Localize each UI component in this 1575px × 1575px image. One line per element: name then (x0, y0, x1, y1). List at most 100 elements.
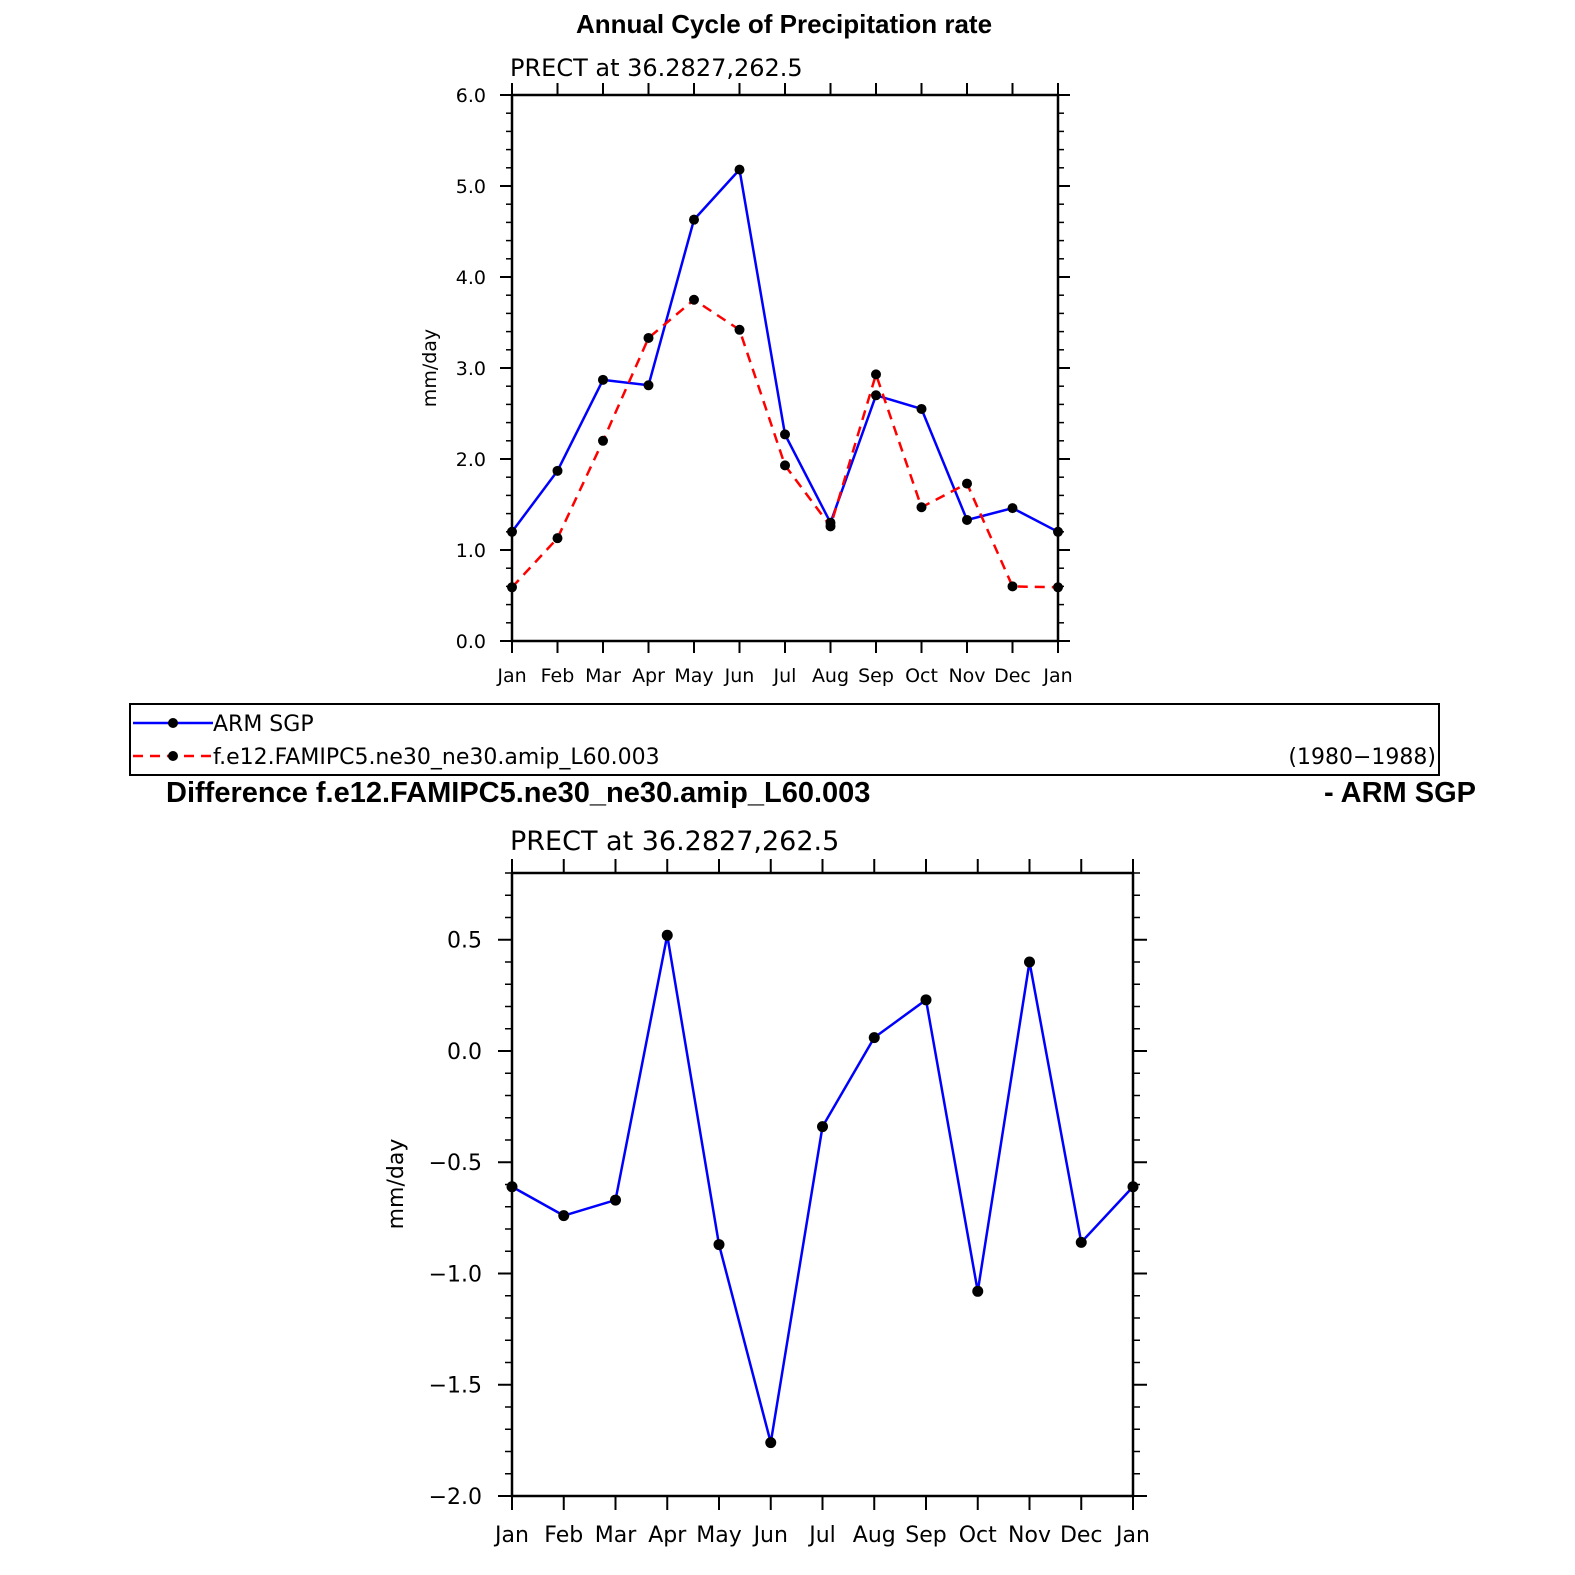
series-1-point (507, 582, 517, 593)
y-tick-label: 4.0 (456, 267, 486, 289)
series-1-point (1053, 582, 1063, 593)
series-0-point (1127, 1181, 1139, 1193)
series-1-point (962, 478, 972, 489)
series-0-point (689, 214, 699, 225)
series-1-point (689, 294, 699, 305)
x-tick-label: May (696, 1523, 741, 1548)
x-tick-label: Jul (807, 1523, 836, 1548)
x-tick-label: Nov (948, 665, 985, 687)
series-0-point (610, 1194, 621, 1206)
x-tick-label: Dec (1060, 1523, 1103, 1548)
x-tick-label: Sep (905, 1523, 946, 1548)
x-tick-label: Aug (853, 1523, 896, 1548)
chart1-title: Annual Cycle of Precipitation rate (576, 9, 992, 39)
series-0-point (713, 1239, 725, 1251)
chart2-series (506, 929, 1139, 1449)
chart1-plot-frame (510, 93, 1060, 643)
series-0-point (962, 514, 972, 525)
y-tick-label: 5.0 (456, 176, 486, 198)
x-tick-label: Jan (493, 1523, 529, 1548)
series-0-point (734, 164, 745, 175)
x-tick-label: Sep (858, 665, 894, 687)
series-1-point (871, 369, 881, 380)
series-0-point (506, 1181, 518, 1193)
x-tick-label: Feb (541, 665, 575, 687)
x-tick-label: Jul (773, 665, 797, 687)
series-1-point (825, 521, 836, 532)
annual-cycle-chart: Annual Cycle of Precipitation rate PRECT… (419, 9, 1073, 687)
series-0-point (507, 526, 517, 537)
x-tick-label: Jun (724, 665, 755, 687)
series-1-point (643, 332, 654, 343)
legend-box (129, 703, 1440, 776)
x-tick-label: Jan (1114, 1523, 1150, 1548)
y-tick-label: −2.0 (429, 1485, 482, 1510)
legend-marker-model (168, 751, 178, 761)
series-0-point (868, 1032, 880, 1044)
chart2-title: Difference f.e12.FAMIPC5.ne30_ne30.amip_… (166, 777, 870, 809)
y-tick-label: 0.0 (447, 1040, 482, 1065)
legend-label-arm-sgp: ARM SGP (213, 712, 314, 737)
chart2-ylabel: mm/day (384, 1139, 409, 1230)
legend-marker-arm-sgp (168, 718, 178, 728)
series-1-point (916, 502, 927, 513)
x-tick-label: Jun (752, 1523, 788, 1548)
series-0-point (552, 465, 563, 476)
y-tick-label: −1.0 (429, 1262, 482, 1287)
series-0-point (598, 374, 608, 385)
difference-chart: Difference f.e12.FAMIPC5.ne30_ne30.amip_… (166, 777, 1476, 1548)
y-tick-label: −0.5 (429, 1151, 482, 1176)
chart2-subtitle: PRECT at 36.2827,262.5 (510, 826, 839, 857)
chart1-series (507, 164, 1063, 593)
x-tick-label: Dec (994, 665, 1031, 687)
y-tick-label: 6.0 (456, 85, 486, 107)
y-tick-label: 2.0 (456, 449, 486, 471)
series-line-0 (511, 935, 1134, 1443)
x-tick-label: Jan (496, 665, 526, 687)
series-line-1 (511, 298, 1059, 589)
legend-label-model: f.e12.FAMIPC5.ne30_ne30.amip_L60.003 (213, 745, 660, 770)
y-tick-label: 3.0 (456, 358, 486, 380)
x-tick-label: Mar (585, 665, 621, 687)
x-tick-label: Oct (959, 1523, 997, 1548)
series-0-point (871, 390, 881, 401)
series-0-point (765, 1437, 777, 1449)
legend: ARM SGP f.e12.FAMIPC5.ne30_ne30.amip_L60… (129, 703, 1440, 776)
y-tick-label: −1.5 (429, 1374, 482, 1399)
chart1-axes: Jan Feb Mar Apr May Jun Jul Aug Sep Oct Nov Dec Jan 0… (456, 83, 1073, 687)
series-0-point (1053, 526, 1063, 537)
chart2-plot-frame (510, 871, 1135, 1498)
series-1-point (734, 324, 745, 335)
x-tick-label: Jan (1042, 665, 1072, 687)
series-0-point (916, 403, 927, 414)
x-tick-label: Apr (632, 665, 665, 687)
x-tick-label: Aug (812, 665, 849, 687)
x-tick-label: Mar (595, 1523, 637, 1548)
chart1-ylabel: mm/day (419, 329, 441, 407)
series-0-point (661, 929, 673, 941)
legend-period: (1980−1988) (1288, 745, 1436, 770)
series-1-point (1007, 581, 1018, 592)
chart1-subtitle: PRECT at 36.2827,262.5 (510, 54, 803, 82)
series-0-point (972, 1285, 984, 1297)
series-0-point (1024, 956, 1035, 968)
series-0-point (643, 380, 654, 391)
series-0-point (558, 1210, 570, 1222)
series-1-point (598, 435, 608, 446)
x-tick-label: Apr (648, 1523, 687, 1548)
chart2-axes: Jan Feb Mar Apr May Jun Jul Aug Sep Oct Nov Dec Jan−… (429, 859, 1150, 1548)
series-0-point (1075, 1236, 1087, 1248)
y-tick-label: 0.5 (447, 929, 482, 954)
series-line-0 (510, 166, 1059, 533)
x-tick-label: Oct (905, 665, 938, 687)
series-0-point (780, 429, 790, 440)
x-tick-label: Feb (544, 1523, 583, 1548)
series-1-point (552, 533, 563, 544)
series-0-point (817, 1121, 828, 1133)
series-0-point (920, 994, 932, 1006)
x-tick-label: Nov (1008, 1523, 1051, 1548)
series-1-point (780, 460, 790, 471)
y-tick-label: 0.0 (456, 631, 486, 653)
x-tick-label: May (674, 665, 713, 687)
